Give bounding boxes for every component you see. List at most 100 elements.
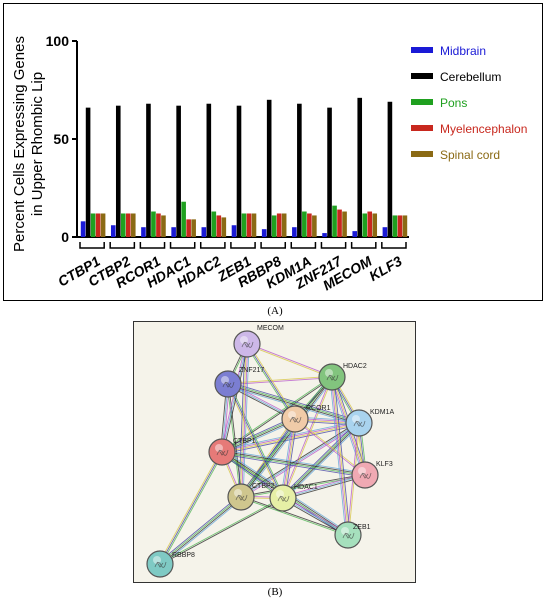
- network-edge: [222, 450, 366, 475]
- network-edge: [283, 377, 334, 499]
- group-bracket: [230, 242, 256, 249]
- group-bracket: [381, 242, 407, 249]
- bar-spinal-cord-hdac2: [221, 217, 227, 237]
- node-label: HDAC2: [343, 363, 367, 370]
- bar-pons-zeb1: [241, 213, 247, 237]
- node-hdac1[interactable]: HDAC1: [269, 484, 318, 512]
- node-kdm1a[interactable]: KDM1A: [345, 409, 394, 437]
- bar-spinal-cord-rbbp8: [281, 213, 287, 237]
- bar-cerebellum-hdac1: [176, 105, 181, 238]
- node-label: KLF3: [376, 461, 393, 468]
- network-edge: [281, 376, 332, 498]
- node-klf3[interactable]: KLF3: [351, 461, 393, 489]
- bar-cerebellum-ctbp1: [85, 107, 91, 237]
- network-edge: [284, 424, 361, 500]
- bar-midbrain-rcor1: [141, 227, 146, 237]
- group-bracket: [169, 242, 196, 249]
- network-edge: [158, 495, 240, 563]
- y-tick-label: 50: [53, 131, 69, 147]
- bar-midbrain-hdac2: [201, 227, 207, 237]
- group-bracket: [320, 242, 347, 249]
- node-ctbp2[interactable]: CTBP2: [227, 483, 275, 511]
- bar-cerebellum-mecom: [357, 97, 363, 237]
- node-ctbp1[interactable]: CTBP1: [208, 438, 256, 466]
- network-edge: [329, 377, 347, 536]
- node-structure-icon: [277, 495, 290, 502]
- network-svg: MECOM ZNF217 HDAC2 RCOR1 KDM1A CTBP1 KLF3 CTBP2…: [146, 325, 394, 578]
- node-highlight: [288, 411, 296, 419]
- group-bracket: [109, 242, 136, 249]
- bar-pons-hdac1: [181, 201, 186, 237]
- network-edge: [222, 449, 366, 474]
- bar-myelencephalon-rbbp8: [276, 213, 282, 237]
- bar-midbrain-hdac1: [171, 227, 176, 237]
- bar-myelencephalon-hdac1: [186, 219, 191, 237]
- bar-pons-rbbp8: [271, 215, 277, 237]
- node-structure-icon: [235, 494, 248, 501]
- bar-spinal-cord-rcor1: [161, 215, 166, 237]
- bar-cerebellum-rcor1: [146, 103, 151, 237]
- node-label: KDM1A: [370, 409, 394, 416]
- bar-cerebellum-zeb1: [236, 105, 242, 238]
- group-bracket: [350, 242, 377, 249]
- network-edge: [228, 382, 360, 423]
- network-edge: [282, 422, 359, 498]
- bar-myelencephalon-mecom: [367, 211, 373, 237]
- bar-spinal-cord-ctbp2: [130, 213, 136, 237]
- network-edge: [283, 475, 366, 500]
- bar-spinal-cord-kdm1a: [312, 215, 317, 237]
- node-structure-icon: [289, 416, 302, 423]
- node-highlight: [325, 369, 333, 377]
- network-edge: [240, 497, 348, 537]
- network-edge: [226, 384, 283, 499]
- legend-label: Spinal cord: [440, 148, 500, 162]
- node-mecom[interactable]: MECOM: [233, 325, 284, 358]
- bar-pons-mecom: [362, 213, 368, 237]
- bar-pons-kdm1a: [302, 211, 307, 237]
- node-zeb1[interactable]: ZEB1: [334, 521, 371, 549]
- node-structure-icon: [216, 449, 229, 456]
- node-highlight: [352, 415, 360, 423]
- node-structure-icon: [154, 561, 167, 568]
- network-edge: [242, 344, 250, 498]
- node-rbbp8[interactable]: RBBP8: [146, 550, 195, 578]
- network-edge: [221, 343, 248, 453]
- x-tick-label: KLF3: [366, 253, 404, 284]
- y-tick-label: 100: [46, 33, 70, 49]
- bar-spinal-cord-zeb1: [251, 213, 257, 237]
- network-edge: [220, 343, 247, 452]
- legend-swatch: [411, 151, 433, 157]
- legend-label: Midbrain: [440, 44, 486, 58]
- bar-pons-rcor1: [151, 211, 156, 237]
- node-label: HDAC1: [294, 484, 318, 491]
- network-diagram: MECOM ZNF217 HDAC2 RCOR1 KDM1A CTBP1 KLF3 CTBP2…: [133, 321, 416, 583]
- network-edge: [283, 423, 360, 499]
- network-edge: [240, 422, 360, 498]
- node-rcor1[interactable]: RCOR1: [281, 405, 331, 433]
- network-edge: [221, 376, 332, 452]
- bar-midbrain-zeb1: [231, 225, 237, 237]
- node-label: ZEB1: [353, 524, 371, 531]
- panel-a-caption: (A): [267, 305, 283, 317]
- group-bracket: [199, 242, 226, 249]
- network-edge: [247, 343, 297, 419]
- node-structure-icon: [326, 374, 339, 381]
- network-edge: [159, 496, 283, 564]
- node-znf217[interactable]: ZNF217: [214, 367, 264, 398]
- network-edge: [282, 473, 365, 498]
- network-edge: [246, 344, 332, 379]
- bar-midbrain-ctbp1: [80, 221, 86, 237]
- node-highlight: [215, 444, 223, 452]
- bar-midbrain-kdm1a: [292, 227, 297, 237]
- network-edge: [281, 421, 358, 497]
- node-highlight: [153, 556, 161, 564]
- node-label: RBBP8: [172, 552, 195, 559]
- bar-pons-ctbp1: [90, 213, 96, 237]
- panel-b-caption: (B): [267, 586, 283, 598]
- panel-a-frame: 0 50 100 Percent Cells Expressing Genes in U…: [3, 3, 543, 301]
- network-edge: [330, 377, 348, 536]
- node-hdac2[interactable]: HDAC2: [318, 363, 367, 391]
- bar-myelencephalon-ctbp1: [95, 213, 101, 237]
- network-edge: [159, 451, 223, 565]
- legend-label: Pons: [440, 96, 467, 110]
